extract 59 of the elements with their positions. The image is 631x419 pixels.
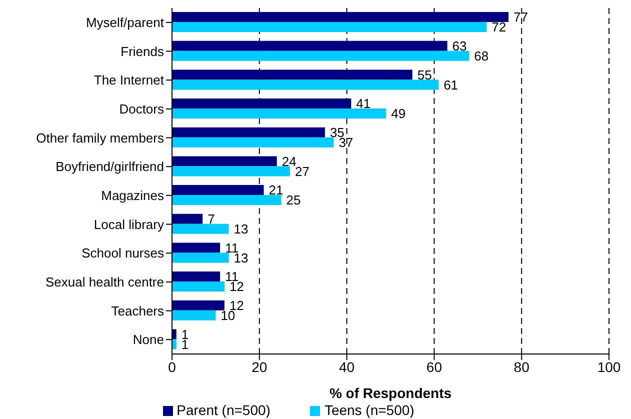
bar (172, 185, 264, 196)
y-tick-label: School nurses (82, 246, 164, 261)
x-tick-label: 80 (514, 358, 530, 375)
data-label: 27 (294, 164, 310, 179)
bar (172, 339, 176, 350)
bar (172, 214, 203, 224)
y-tick-label: Doctors (119, 102, 164, 117)
bar (172, 282, 224, 292)
x-tick-label: 0 (168, 358, 176, 375)
bar (172, 127, 325, 138)
bar (172, 195, 282, 206)
data-label: 49 (391, 106, 406, 122)
bar (172, 98, 352, 109)
y-tick-label: Sexual health centre (45, 274, 164, 290)
y-tick-label: Other family members (36, 130, 164, 146)
data-label: 63 (452, 38, 467, 54)
x-tick-label: 40 (339, 358, 355, 375)
bar (172, 252, 229, 263)
bar (172, 108, 386, 119)
bar (172, 12, 508, 22)
bar (172, 40, 448, 51)
bar (172, 137, 334, 148)
data-label: 61 (444, 77, 458, 92)
data-label: 41 (356, 96, 371, 112)
bar (172, 22, 487, 32)
bar (172, 50, 470, 61)
data-label: 24 (282, 154, 296, 169)
data-label: 77 (513, 10, 528, 25)
x-tick-label: 100 (597, 358, 621, 375)
bar (172, 156, 277, 166)
bar (172, 329, 176, 340)
data-label: 13 (234, 221, 248, 236)
x-axis-title: % of Respondents (329, 385, 452, 401)
y-tick-label: Local library (94, 216, 164, 232)
y-tick-label: The Internet (94, 72, 164, 88)
y-tick-label: Teachers (111, 303, 164, 318)
data-label: 72 (492, 20, 506, 35)
data-label: 7 (208, 211, 215, 226)
y-tick-label: Boyfriend/girlfriend (56, 159, 164, 174)
bar (172, 300, 224, 310)
data-label: 21 (268, 182, 284, 198)
y-tick-label: Magazines (101, 188, 164, 204)
data-label: 25 (286, 192, 301, 208)
x-tick-label: 60 (426, 358, 442, 375)
bar (172, 310, 216, 320)
bar (172, 242, 220, 253)
data-label: 68 (474, 48, 489, 64)
legend-label: Parent (n=500) (176, 402, 270, 418)
y-tick-label: None (132, 332, 164, 348)
bar (172, 224, 229, 234)
legend-label: Teens (n=500) (324, 402, 414, 418)
bar (172, 166, 290, 176)
x-tick-label: 20 (252, 358, 268, 375)
bar (172, 80, 439, 90)
data-label: 55 (417, 67, 432, 82)
y-tick-label: Friends (120, 44, 164, 59)
bar (172, 272, 220, 282)
y-tick-label: Myself/parent (86, 15, 164, 30)
bar (172, 70, 412, 80)
